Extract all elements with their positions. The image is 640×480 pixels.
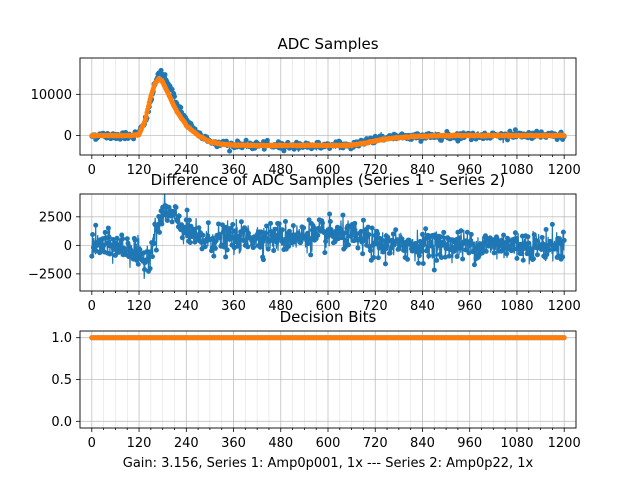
y-tick-label: 1.0 [51,331,72,346]
x-tick-label: 360 [221,163,246,178]
decision-bits-subplot: Decision Bits 0 120 240 360 480 600 720 840 960 1… [51,308,580,451]
x-tick-label: 240 [174,299,199,314]
x-tick-label: 480 [268,163,293,178]
x-tick-label: 120 [127,299,152,314]
series-line [91,194,565,279]
x-tick-label: 480 [268,299,293,314]
data-point [119,232,125,238]
x-tick-label: 360 [221,436,246,451]
x-tick-label: 840 [410,436,435,451]
difference-subplot: Difference of ADC Samples (Series 1 - Se… [28,171,581,314]
x-tick-label: 480 [268,436,293,451]
x-tick-label: 240 [174,163,199,178]
x-tick-label: 720 [363,163,388,178]
data-point [211,253,217,259]
data-point [227,148,233,154]
x-tick-label: 1200 [548,299,581,314]
data-point [157,229,163,235]
data-point [271,248,277,254]
adc-samples-subplot: ADC Samples 0 120 240 360 480 600 720 840 960 108… [31,35,581,178]
y-tick-label: 2500 [39,210,72,225]
data-point [340,212,346,218]
data-point [471,262,477,268]
data-point [322,250,328,256]
data-point [238,219,244,225]
plot-area [89,194,567,279]
data-point [308,252,314,258]
series-line [91,77,565,148]
data-point [169,219,175,225]
x-tick-label: 960 [457,436,482,451]
x-tick-label: 240 [174,436,199,451]
x-tick-label: 1200 [548,163,581,178]
x-tick-label: 960 [457,299,482,314]
x-tick-label: 600 [316,436,341,451]
y-tick-label: −2500 [28,267,72,282]
y-tick-label: 0 [64,129,72,144]
data-point [355,245,361,251]
y-tick-label: 10000 [31,88,72,103]
y-tick-label: 0 [64,239,72,254]
data-point [153,247,159,253]
plot-area [89,335,567,341]
decision-bits-title: Decision Bits [280,308,377,326]
x-tick-label: 1080 [500,299,533,314]
x-tick-label: 1080 [500,163,533,178]
figure-caption: Gain: 3.156, Series 1: Amp0p001, 1x --- … [123,456,534,471]
y-tick-label: 0.5 [51,373,72,388]
x-tick-label: 360 [221,299,246,314]
x-tick-label: 960 [457,163,482,178]
x-tick-label: 600 [316,299,341,314]
difference-title: Difference of ADC Samples (Series 1 - Se… [151,171,506,189]
data-point [458,228,464,234]
data-point [202,244,208,250]
x-tick-label: 840 [410,163,435,178]
x-tick-label: 720 [363,299,388,314]
x-tick-label: 840 [410,299,435,314]
series-1 [89,194,567,279]
x-tick-label: 0 [88,163,96,178]
x-tick-label: 0 [88,299,96,314]
y-tick-label: 0.0 [51,415,72,430]
data-point [327,211,333,217]
x-tick-label: 120 [127,436,152,451]
plot-area [89,67,567,154]
series-2 [89,76,567,149]
adc-samples-title: ADC Samples [277,35,378,53]
x-tick-label: 600 [316,163,341,178]
data-point [549,221,555,227]
data-point [543,226,549,232]
series-2 [89,335,567,341]
data-point [223,254,229,260]
data-point [454,253,460,259]
x-tick-label: 1080 [500,436,533,451]
x-tick-label: 1200 [548,436,581,451]
x-tick-label: 0 [88,436,96,451]
x-tick-label: 120 [127,163,152,178]
data-point [561,133,567,139]
x-tick-label: 720 [363,436,388,451]
